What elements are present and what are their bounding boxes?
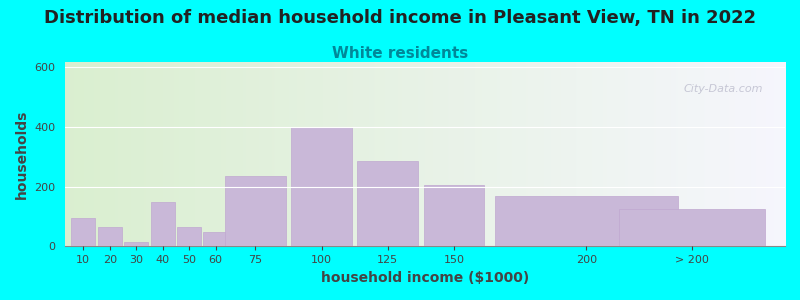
Bar — [225, 176, 286, 246]
Bar — [291, 127, 352, 246]
Bar — [495, 196, 678, 246]
Bar — [177, 227, 202, 246]
Bar — [358, 161, 418, 246]
Text: City-Data.com: City-Data.com — [684, 84, 763, 94]
X-axis label: household income ($1000): household income ($1000) — [321, 271, 529, 285]
Bar — [203, 232, 228, 246]
Text: White residents: White residents — [332, 46, 468, 62]
Bar — [124, 242, 148, 246]
Bar — [150, 202, 175, 246]
Y-axis label: households: households — [15, 109, 29, 199]
Bar — [71, 218, 95, 246]
Bar — [98, 227, 122, 246]
Bar — [619, 209, 766, 246]
Text: Distribution of median household income in Pleasant View, TN in 2022: Distribution of median household income … — [44, 9, 756, 27]
Bar — [423, 185, 485, 246]
